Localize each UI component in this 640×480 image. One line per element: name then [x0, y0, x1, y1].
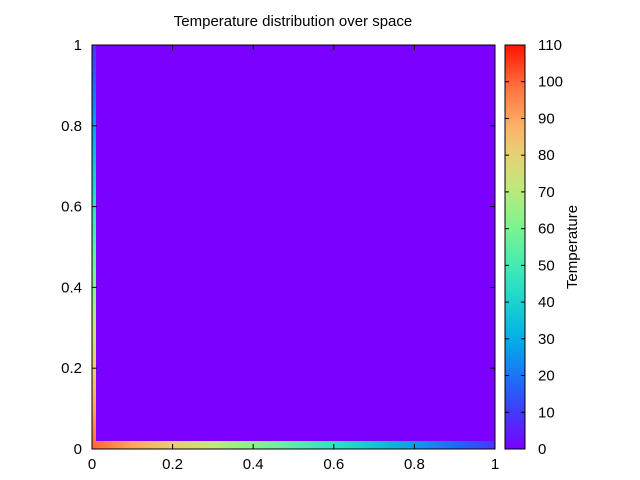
colorbar-ticks: 0 10 20 30 40 50 60 70 80 90 100 110 [505, 37, 563, 458]
colorbar-label: Temperature [564, 205, 581, 289]
colorbar-tick-label: 10 [538, 404, 555, 421]
plot-frame [91, 44, 496, 450]
colorbar-tick-label: 110 [538, 37, 562, 54]
x-tick-label: 1 [491, 456, 499, 473]
y-tick-label: 0 [74, 441, 82, 458]
colorbar-tick-label: 80 [538, 147, 555, 164]
colorbar-tick-label: 90 [538, 110, 555, 127]
x-tick-label: 0.4 [243, 456, 264, 473]
y-axis: 0 0.2 0.4 0.6 0.8 1 [61, 37, 495, 458]
colorbar-tick-label: 100 [538, 74, 563, 91]
y-tick-label: 0.8 [61, 118, 82, 135]
colorbar-gradient [504, 44, 526, 450]
x-tick-label: 0 [88, 456, 96, 473]
y-tick-label: 0.6 [61, 199, 82, 216]
plot-area [91, 44, 496, 450]
x-tick-label: 0.6 [323, 456, 344, 473]
chart-title: Temperature distribution over space [174, 13, 412, 30]
colorbar-tick-label: 30 [538, 331, 555, 348]
colorbar-tick-label: 20 [538, 368, 555, 385]
x-axis: 0 0.2 0.4 0.6 0.8 1 [88, 45, 499, 473]
colorbar: 0 10 20 30 40 50 60 70 80 90 100 110 Temperature [504, 37, 581, 458]
colorbar-tick-label: 50 [538, 257, 555, 274]
colorbar-tick-label: 40 [538, 294, 555, 311]
y-tick-label: 0.2 [61, 360, 82, 377]
x-tick-label: 0.2 [162, 456, 183, 473]
colorbar-tick-label: 0 [538, 441, 546, 458]
heatmap-left-boundary [92, 45, 96, 449]
x-tick-label: 0.8 [404, 456, 425, 473]
y-tick-label: 1 [74, 37, 82, 54]
heatmap-interior [92, 45, 495, 449]
colorbar-tick-label: 70 [538, 184, 555, 201]
y-tick-label: 0.4 [61, 279, 82, 296]
colorbar-tick-label: 60 [538, 221, 555, 238]
heatmap-bottom-boundary [92, 441, 495, 449]
